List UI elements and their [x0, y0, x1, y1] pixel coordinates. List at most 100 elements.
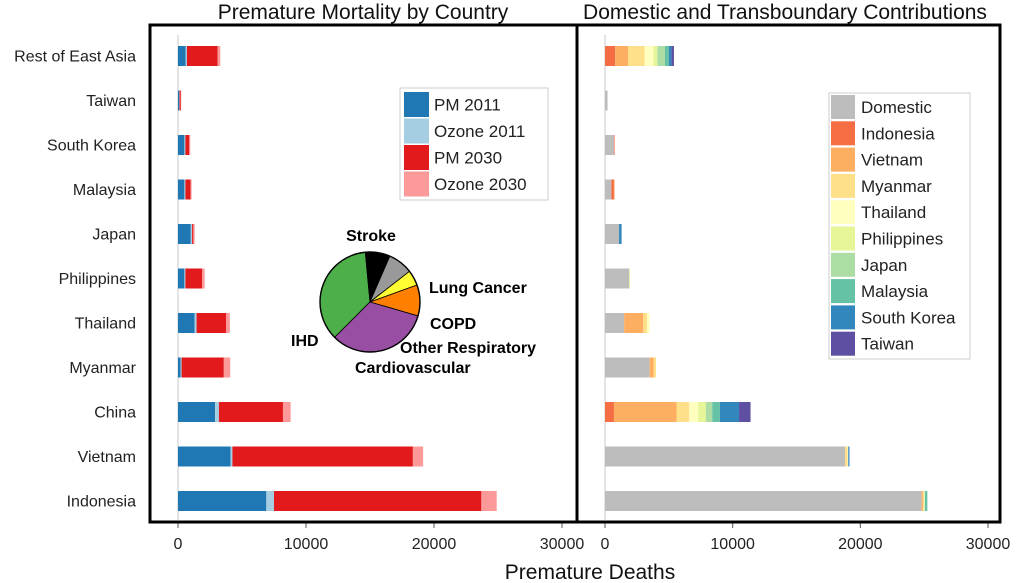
bar-left-china-pm-2030: [218, 402, 283, 422]
bar-left-rest-of-east-asia-ozone-2030: [217, 46, 221, 66]
bar-left-japan-ozone-2011: [190, 224, 193, 244]
bar-left-indonesia-ozone-2030: [481, 491, 497, 511]
x-ticks-right: 0 10000 20000 30000: [601, 523, 1011, 553]
bar-right-vietnam-thailand: [847, 446, 849, 467]
category-label-myanmar: Myanmar: [69, 360, 136, 377]
bar-right-japan-south-korea: [619, 224, 622, 244]
legend-label-thailand: Thailand: [861, 203, 926, 222]
bar-left-japan-ozone-2030: [193, 224, 195, 244]
bar-left-philippines-ozone-2011: [184, 268, 186, 289]
x-ticks-left: 0 10000 20000 30000: [174, 523, 585, 553]
bar-right-malaysia-indonesia: [611, 179, 614, 200]
pie-label-ihd: IHD: [291, 333, 319, 350]
bar-right-indonesia-thailand: [924, 491, 925, 511]
legend-swatch-pm-2030: [404, 145, 429, 170]
bar-right-thailand-thailand: [647, 313, 650, 333]
legend-label-malaysia: Malaysia: [861, 282, 929, 301]
legend-left: PM 2011 Ozone 2011 PM 2030 Ozone 2030: [399, 87, 549, 201]
bar-left-south-korea-pm-2030: [185, 135, 190, 155]
bar-right-china-japan: [705, 402, 713, 422]
bar-right-myanmar-domestic: [605, 357, 650, 378]
bar-right-south-korea-domestic: [605, 135, 614, 155]
bar-left-philippines-pm-2011: [178, 268, 185, 289]
bar-left-taiwan-pm-2011: [178, 90, 180, 111]
legend-label-myanmar: Myanmar: [861, 177, 932, 196]
bar-left-myanmar-ozone-2030: [223, 357, 231, 378]
bar-left-china-ozone-2011: [215, 402, 219, 422]
bar-left-vietnam-pm-2030: [232, 446, 413, 467]
bar-right-thailand-vietnam: [624, 313, 644, 333]
bar-left-malaysia-ozone-2030: [190, 179, 192, 200]
category-label-taiwan: Taiwan: [86, 93, 136, 110]
bar-left-taiwan-pm-2030: [179, 90, 181, 111]
bar-right-indonesia-malaysia: [924, 491, 928, 511]
x-tick-label-left-10000: 10000: [284, 536, 329, 553]
bar-left-vietnam-ozone-2011: [230, 446, 233, 467]
legend-swatch-ozone-2030: [404, 171, 429, 197]
bar-right-rest-of-east-asia-taiwan: [671, 46, 674, 66]
bar-left-myanmar-pm-2011: [178, 357, 181, 378]
category-label-china: China: [94, 405, 136, 422]
bar-right-rest-of-east-asia-japan: [657, 46, 665, 66]
category-label-malaysia: Malaysia: [73, 182, 136, 199]
legend-swatch-thailand: [831, 200, 855, 225]
legend-swatch-ozone-2011: [404, 118, 429, 144]
legend-swatch-japan: [831, 252, 855, 277]
bar-right-china-taiwan: [739, 402, 751, 422]
bar-right-vietnam-domestic: [605, 446, 846, 467]
chart-title-right: Domestic and Transboundary Contributions: [583, 1, 987, 24]
legend-swatch-south-korea: [831, 305, 855, 330]
x-axis-label: Premature Deaths: [505, 561, 675, 583]
frame: [148, 23, 1002, 524]
bar-right-philippines-domestic: [605, 268, 630, 289]
bar-right-south-korea-indonesia: [613, 135, 615, 155]
legend-label-south-korea: South Korea: [861, 308, 956, 327]
bar-right-rest-of-east-asia-myanmar: [627, 46, 645, 66]
bar-right-rest-of-east-asia-indonesia: [605, 46, 616, 66]
bar-right-indonesia-myanmar: [922, 491, 925, 511]
bar-right-rest-of-east-asia-malaysia: [665, 46, 669, 66]
bar-right-philippines-philippines: [629, 268, 630, 289]
bar-right-rest-of-east-asia-vietnam: [615, 46, 628, 66]
legend-label-indonesia: Indonesia: [861, 124, 935, 143]
legend-swatch-taiwan: [831, 331, 855, 356]
legend-label-domestic: Domestic: [861, 98, 932, 117]
category-labels-left: Rest of East Asia Taiwan South Korea Malays…: [14, 49, 137, 511]
bar-right-china-indonesia: [605, 402, 614, 422]
category-label-thailand: Thailand: [75, 316, 136, 333]
x-tick-label-right-20000: 20000: [838, 536, 883, 553]
bar-right-china-south-korea: [719, 402, 740, 422]
bar-left-indonesia-pm-2011: [178, 491, 267, 511]
bar-left-malaysia-pm-2030: [185, 179, 191, 200]
bar-right-japan-domestic: [605, 224, 620, 244]
x-tick-label-right-0: 0: [601, 536, 610, 553]
bar-right-rest-of-east-asia-thailand: [644, 46, 654, 66]
bars-right: [605, 46, 928, 511]
bar-right-china-philippines: [698, 402, 706, 422]
bar-left-indonesia-ozone-2011: [266, 491, 274, 511]
panel-contributions: Domestic and Transboundary Contributions…: [583, 1, 1010, 553]
bar-right-vietnam-myanmar: [845, 446, 848, 467]
bar-left-japan-pm-2030: [192, 224, 194, 244]
bar-right-indonesia-vietnam: [921, 491, 923, 511]
bar-left-south-korea-ozone-2030: [189, 135, 191, 155]
bar-right-rest-of-east-asia-philippines: [653, 46, 658, 66]
bar-right-china-thailand: [689, 402, 699, 422]
bar-left-japan-pm-2011: [178, 224, 191, 244]
bar-left-thailand-ozone-2011: [194, 313, 197, 333]
legend-swatch-indonesia: [831, 121, 855, 146]
bar-right-myanmar-myanmar: [653, 357, 657, 378]
bar-right-malaysia-vietnam: [613, 179, 615, 200]
bar-left-rest-of-east-asia-ozone-2011: [185, 46, 187, 66]
legend-swatch-myanmar: [831, 173, 855, 198]
x-tick-label-left-30000: 30000: [540, 536, 585, 553]
x-tick-label-right-30000: 30000: [966, 536, 1011, 553]
category-label-philippines: Philippines: [59, 271, 136, 288]
pie-label-lung-cancer: Lung Cancer: [429, 280, 527, 297]
pie-label-other-respiratory: Other Respiratory: [400, 340, 536, 357]
bar-left-south-korea-pm-2011: [178, 135, 185, 155]
panel-premature-mortality: Premature Mortality by Country Rest of E…: [14, 1, 584, 553]
bar-left-thailand-pm-2030: [196, 313, 226, 333]
bar-right-myanmar-vietnam: [649, 357, 654, 378]
legend-swatch-pm-2011: [404, 92, 429, 117]
